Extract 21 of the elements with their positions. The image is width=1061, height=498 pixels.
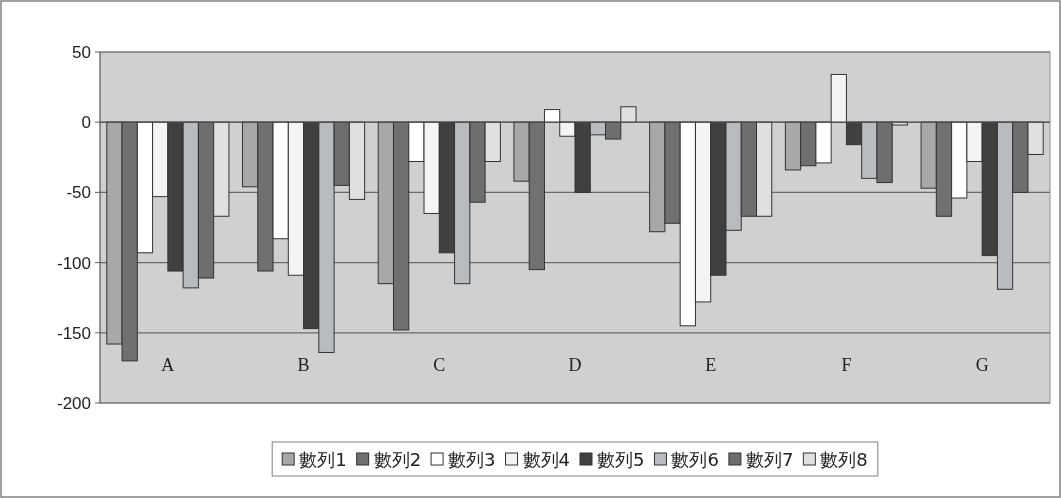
x-tick-label: E (705, 355, 717, 375)
legend-label: 數列4 (522, 449, 570, 470)
y-tick-label: -50 (66, 183, 91, 203)
x-tick-label: C (433, 355, 446, 375)
legend-label: 數列5 (597, 449, 645, 470)
x-tick-label: F (841, 355, 852, 375)
y-tick-label: -150 (56, 323, 91, 343)
legend-label: 數列6 (671, 449, 719, 470)
y-tick-label: -100 (56, 253, 91, 273)
legend-label: 數列7 (745, 449, 794, 470)
y-tick-label: -200 (56, 394, 91, 413)
y-tick-label: 50 (72, 43, 91, 62)
legend-label: 數列1 (299, 449, 347, 470)
legend-label: 數列8 (820, 449, 868, 470)
x-tick-label: A (161, 355, 175, 375)
legend-label: 數列2 (373, 449, 422, 470)
y-tick-label: 0 (81, 113, 91, 133)
x-tick-label: D (568, 355, 582, 375)
x-tick-label: B (297, 355, 310, 375)
legend-label: 數列3 (448, 449, 496, 470)
x-tick-label: G (975, 355, 989, 375)
